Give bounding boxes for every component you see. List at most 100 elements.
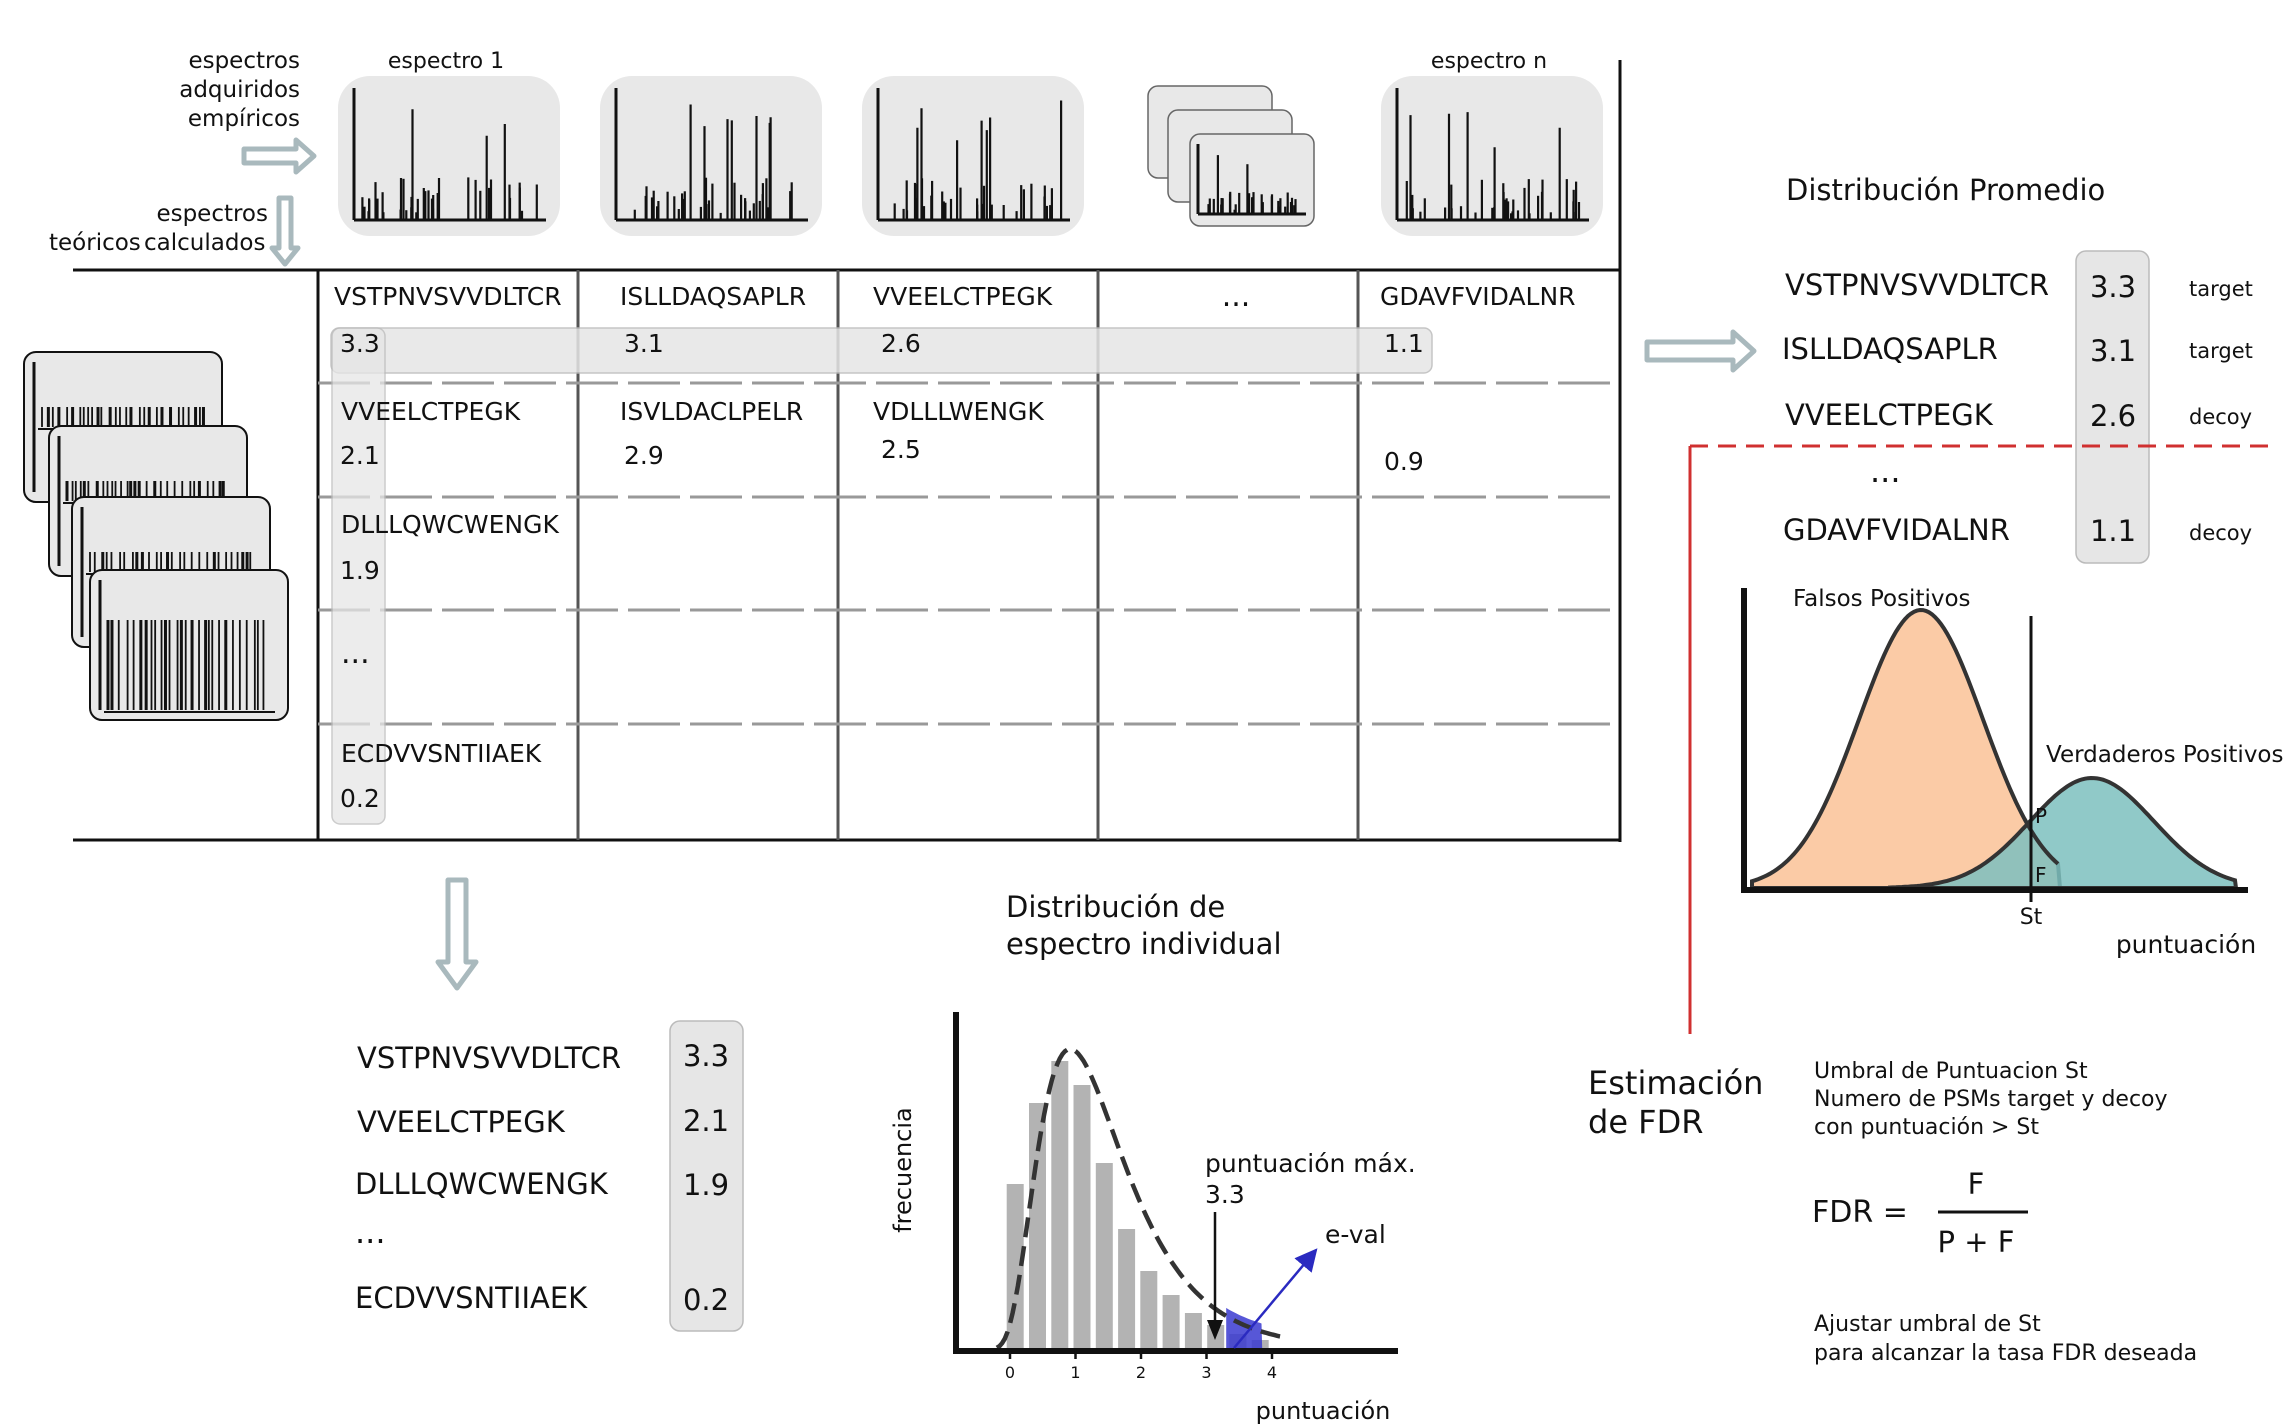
threshold-label: St bbox=[2020, 905, 2043, 930]
matrix-score: 2.9 bbox=[624, 441, 664, 470]
matrix-peptide: VDLLLWENGK bbox=[873, 397, 1044, 426]
svg-text:...: ... bbox=[355, 1213, 386, 1251]
svg-text:3.1: 3.1 bbox=[2090, 334, 2136, 368]
svg-text:0.2: 0.2 bbox=[683, 1283, 729, 1317]
fdr-estimation-title: Estimación bbox=[1588, 1064, 1763, 1102]
matrix-score: 2.1 bbox=[340, 441, 380, 470]
matrix-peptide: VSTPNVSVVDLTCR bbox=[334, 282, 562, 311]
x-tick-label: 1 bbox=[1070, 1363, 1080, 1382]
fdr-denominator: P + F bbox=[1938, 1225, 2015, 1259]
svg-text:1.9: 1.9 bbox=[683, 1168, 729, 1202]
best-score-row-highlight bbox=[330, 327, 1433, 374]
fdr-divider bbox=[1688, 444, 2276, 1034]
spectrum-box bbox=[862, 76, 1084, 236]
theoretical-arrow-icon bbox=[269, 195, 301, 267]
svg-text:decoy: decoy bbox=[2189, 521, 2252, 545]
svg-text:ISLLDAQSAPLR: ISLLDAQSAPLR bbox=[1782, 332, 1998, 366]
histogram-bars bbox=[1006, 1061, 1269, 1349]
svg-text:Umbral de Puntuacion St: Umbral de Puntuacion St bbox=[1814, 1059, 2088, 1084]
spectrum-box bbox=[338, 76, 560, 236]
matrix-score: 1.9 bbox=[340, 556, 380, 585]
svg-text:GDAVFVIDALNR: GDAVFVIDALNR bbox=[1783, 513, 2010, 547]
matrix-peptide: ISVLDACLPELR bbox=[620, 397, 803, 426]
spectra-stack-icon bbox=[1147, 85, 1315, 227]
empirical-spectra-label: espectros adquiridos empíricos bbox=[179, 48, 300, 132]
svg-text:espectros: espectros bbox=[156, 201, 268, 227]
svg-text:empíricos: empíricos bbox=[188, 106, 300, 132]
spectrum-box bbox=[1381, 76, 1603, 236]
matrix-column-ellipsis: ... bbox=[1222, 279, 1251, 314]
theoretical-spectra-stack-icon bbox=[23, 351, 289, 721]
e-value-area bbox=[1226, 1307, 1263, 1349]
max-score-label: puntuación máx. bbox=[1205, 1149, 1416, 1178]
matrix-peptide: DLLLQWCWENGK bbox=[341, 510, 559, 539]
svg-text:con puntuación > St: con puntuación > St bbox=[1814, 1115, 2039, 1140]
matrix-score: 2.6 bbox=[881, 329, 921, 358]
svg-text:Ajustar umbral de St: Ajustar umbral de St bbox=[1814, 1312, 2041, 1337]
x-tick-label: 4 bbox=[1267, 1363, 1277, 1382]
theoretical-spectra-label: espectros teóricos calculados bbox=[49, 201, 268, 256]
average-distribution-title: Distribución Promedio bbox=[1786, 173, 2105, 207]
matrix-score: 3.1 bbox=[624, 329, 664, 358]
matrix-score: 2.5 bbox=[881, 435, 921, 464]
matrix-score: 1.1 bbox=[1384, 329, 1424, 358]
x-tick-label: 2 bbox=[1136, 1363, 1146, 1382]
svg-text:target: target bbox=[2189, 277, 2253, 301]
matrix-peptide: ECDVVSNTIIAEK bbox=[341, 739, 542, 768]
matrix-score: 0.2 bbox=[340, 784, 380, 813]
svg-text:adquiridos: adquiridos bbox=[179, 77, 300, 103]
average-distribution-list: Distribución Promedio VSTPNVSVVDLTCR 3.3… bbox=[1782, 173, 2253, 564]
svg-text:...: ... bbox=[1870, 452, 1901, 490]
matrix-score: 0.9 bbox=[1384, 447, 1424, 476]
matrix-score: 3.3 bbox=[340, 329, 380, 358]
spectrum-1-column-highlight bbox=[331, 327, 386, 825]
false-positives-label: Falsos Positivos bbox=[1793, 586, 1971, 612]
svg-text:espectro individual: espectro individual bbox=[1006, 927, 1282, 961]
fdr-numerator: F bbox=[1968, 1167, 1985, 1201]
svg-text:1.1: 1.1 bbox=[2090, 514, 2136, 548]
spectrum-n-header: espectro n bbox=[1431, 49, 1547, 74]
p-label: P bbox=[2035, 804, 2047, 828]
svg-text:teóricos: teóricos bbox=[49, 230, 141, 256]
max-score-value: 3.3 bbox=[1205, 1180, 1245, 1209]
svg-text:2.6: 2.6 bbox=[2090, 399, 2136, 433]
f-label: F bbox=[2035, 863, 2047, 887]
svg-text:target: target bbox=[2189, 339, 2253, 363]
fdr-score-axis-label: puntuación bbox=[2116, 930, 2256, 959]
individual-distribution-chart: Distribución de espectro individual 0 1 2 3… bbox=[889, 890, 1416, 1424]
score-matrix: VSTPNVSVVDLTCR 3.3 VVEELCTPEGK 2.1 DLLLQWCWE… bbox=[73, 60, 1622, 842]
svg-text:para alcanzar la tasa FDR dese: para alcanzar la tasa FDR deseada bbox=[1814, 1341, 2197, 1366]
down-arrow-icon bbox=[435, 877, 479, 991]
svg-text:VVEELCTPEGK: VVEELCTPEGK bbox=[357, 1105, 566, 1139]
individual-score-list: VSTPNVSVVDLTCR 3.3 VVEELCTPEGK 2.1 DLLLQ… bbox=[355, 1020, 744, 1332]
empirical-arrow-icon bbox=[241, 137, 317, 175]
svg-text:decoy: decoy bbox=[2189, 405, 2252, 429]
svg-text:Numero de PSMs target y decoy: Numero de PSMs target y decoy bbox=[1814, 1087, 2168, 1112]
individual-density-curve bbox=[995, 1046, 1283, 1350]
right-arrow-icon bbox=[1644, 329, 1757, 373]
fdr-estimation: Estimación de FDR Umbral de Puntuacion S… bbox=[1588, 1059, 2197, 1366]
e-value-arrow-icon bbox=[1233, 1248, 1318, 1349]
matrix-peptide: VVEELCTPEGK bbox=[873, 282, 1053, 311]
frequency-axis-label: frecuencia bbox=[889, 1107, 917, 1233]
svg-text:3.3: 3.3 bbox=[2090, 270, 2136, 304]
matrix-peptide: ISLLDAQSAPLR bbox=[620, 282, 806, 311]
svg-text:DLLLQWCWENGK: DLLLQWCWENGK bbox=[355, 1167, 609, 1201]
fdr-distribution-chart: Falsos Positivos Verdaderos Positivos P … bbox=[1741, 586, 2283, 959]
matrix-peptide: ... bbox=[341, 636, 370, 671]
e-value-label: e-val bbox=[1325, 1220, 1386, 1249]
spectrum-1-header: espectro 1 bbox=[388, 49, 504, 74]
svg-text:VSTPNVSVVDLTCR: VSTPNVSVVDLTCR bbox=[1785, 268, 2049, 302]
spectra-row bbox=[338, 76, 1603, 236]
matrix-peptide: VVEELCTPEGK bbox=[341, 397, 521, 426]
svg-text:2.1: 2.1 bbox=[683, 1104, 729, 1138]
svg-text:de FDR: de FDR bbox=[1588, 1103, 1703, 1141]
svg-text:calculados: calculados bbox=[144, 230, 266, 256]
true-positives-label: Verdaderos Positivos bbox=[2046, 742, 2283, 768]
svg-text:3.3: 3.3 bbox=[683, 1039, 729, 1073]
fdr-formula-left: FDR = bbox=[1812, 1195, 1908, 1230]
false-positives-curve bbox=[1750, 607, 2063, 890]
matrix-peptide: GDAVFVIDALNR bbox=[1380, 282, 1576, 311]
individual-x-ticks: 0 1 2 3 4 bbox=[1005, 1349, 1277, 1382]
